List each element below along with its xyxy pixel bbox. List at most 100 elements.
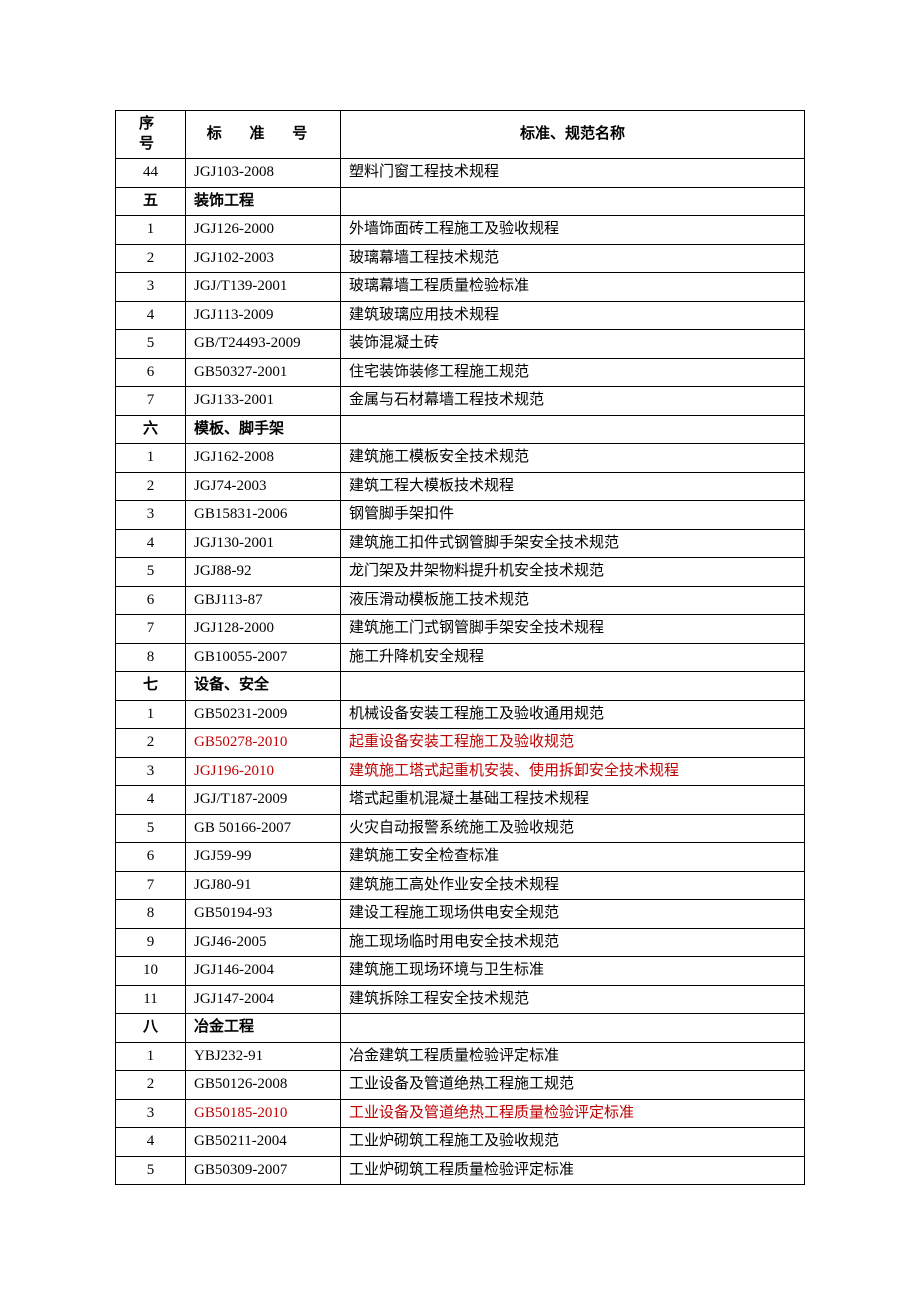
- cell-sn: 七: [116, 672, 186, 701]
- cell-sn: 9: [116, 928, 186, 957]
- table-row: 4JGJ113-2009建筑玻璃应用技术规程: [116, 301, 805, 330]
- cell-name: 建筑施工扣件式钢管脚手架安全技术规范: [341, 529, 805, 558]
- cell-code: 冶金工程: [186, 1014, 341, 1043]
- cell-sn: 6: [116, 843, 186, 872]
- cell-sn: 4: [116, 301, 186, 330]
- cell-code: JGJ126-2000: [186, 216, 341, 245]
- table-row: 5GB/T24493-2009装饰混凝土砖: [116, 330, 805, 359]
- cell-code: JGJ128-2000: [186, 615, 341, 644]
- table-row: 3JGJ196-2010建筑施工塔式起重机安装、使用拆卸安全技术规程: [116, 757, 805, 786]
- cell-name: 钢管脚手架扣件: [341, 501, 805, 530]
- cell-name: 金属与石材幕墙工程技术规范: [341, 387, 805, 416]
- cell-sn: 7: [116, 387, 186, 416]
- table-row: 7JGJ133-2001金属与石材幕墙工程技术规范: [116, 387, 805, 416]
- table-row: 5JGJ88-92龙门架及井架物料提升机安全技术规范: [116, 558, 805, 587]
- table-row: 4GB50211-2004工业炉砌筑工程施工及验收规范: [116, 1128, 805, 1157]
- cell-code: JGJ74-2003: [186, 472, 341, 501]
- cell-name: 火灾自动报警系统施工及验收规范: [341, 814, 805, 843]
- cell-sn: 4: [116, 529, 186, 558]
- cell-code: 设备、安全: [186, 672, 341, 701]
- cell-sn: 44: [116, 159, 186, 188]
- cell-code: GB50126-2008: [186, 1071, 341, 1100]
- cell-sn: 3: [116, 273, 186, 302]
- table-row: 8GB50194-93建设工程施工现场供电安全规范: [116, 900, 805, 929]
- cell-sn: 7: [116, 871, 186, 900]
- cell-sn: 1: [116, 1042, 186, 1071]
- cell-name: 工业炉砌筑工程施工及验收规范: [341, 1128, 805, 1157]
- table-row: 3JGJ/T139-2001玻璃幕墙工程质量检验标准: [116, 273, 805, 302]
- cell-name: 玻璃幕墙工程技术规范: [341, 244, 805, 273]
- section-row: 五装饰工程: [116, 187, 805, 216]
- cell-code: GB15831-2006: [186, 501, 341, 530]
- cell-name: 塔式起重机混凝土基础工程技术规程: [341, 786, 805, 815]
- cell-name: 塑料门窗工程技术规程: [341, 159, 805, 188]
- cell-code: 模板、脚手架: [186, 415, 341, 444]
- cell-name: 施工现场临时用电安全技术规范: [341, 928, 805, 957]
- cell-name: 建筑施工现场环境与卫生标准: [341, 957, 805, 986]
- cell-name: 建筑施工模板安全技术规范: [341, 444, 805, 473]
- cell-sn: 五: [116, 187, 186, 216]
- cell-name: [341, 187, 805, 216]
- table-row: 6GB50327-2001住宅装饰装修工程施工规范: [116, 358, 805, 387]
- cell-name: 冶金建筑工程质量检验评定标准: [341, 1042, 805, 1071]
- cell-name: 建筑拆除工程安全技术规范: [341, 985, 805, 1014]
- cell-sn: 六: [116, 415, 186, 444]
- cell-name: 工业炉砌筑工程质量检验评定标准: [341, 1156, 805, 1185]
- cell-sn: 5: [116, 330, 186, 359]
- table-row: 1JGJ162-2008建筑施工模板安全技术规范: [116, 444, 805, 473]
- section-row: 六模板、脚手架: [116, 415, 805, 444]
- cell-name: 建筑施工高处作业安全技术规程: [341, 871, 805, 900]
- header-code: 标 准 号: [186, 111, 341, 159]
- table-row: 44JGJ103-2008塑料门窗工程技术规程: [116, 159, 805, 188]
- cell-code: JGJ/T187-2009: [186, 786, 341, 815]
- cell-code: GB/T24493-2009: [186, 330, 341, 359]
- cell-sn: 3: [116, 757, 186, 786]
- cell-sn: 八: [116, 1014, 186, 1043]
- cell-sn: 10: [116, 957, 186, 986]
- table-body: 44JGJ103-2008塑料门窗工程技术规程五装饰工程1JGJ126-2000…: [116, 159, 805, 1185]
- cell-sn: 2: [116, 472, 186, 501]
- cell-name: 建筑工程大模板技术规程: [341, 472, 805, 501]
- cell-sn: 8: [116, 643, 186, 672]
- cell-code: JGJ113-2009: [186, 301, 341, 330]
- cell-name: 玻璃幕墙工程质量检验标准: [341, 273, 805, 302]
- cell-name: 外墙饰面砖工程施工及验收规程: [341, 216, 805, 245]
- cell-name: 建设工程施工现场供电安全规范: [341, 900, 805, 929]
- cell-name: [341, 672, 805, 701]
- cell-sn: 11: [116, 985, 186, 1014]
- header-name: 标准、规范名称: [341, 111, 805, 159]
- cell-sn: 1: [116, 216, 186, 245]
- cell-name: 龙门架及井架物料提升机安全技术规范: [341, 558, 805, 587]
- cell-code: GB50194-93: [186, 900, 341, 929]
- cell-code: JGJ59-99: [186, 843, 341, 872]
- cell-code: JGJ130-2001: [186, 529, 341, 558]
- cell-name: 工业设备及管道绝热工程施工规范: [341, 1071, 805, 1100]
- cell-sn: 6: [116, 586, 186, 615]
- table-row: 1GB50231-2009机械设备安装工程施工及验收通用规范: [116, 700, 805, 729]
- cell-name: 施工升降机安全规程: [341, 643, 805, 672]
- cell-name: 建筑施工门式钢管脚手架安全技术规程: [341, 615, 805, 644]
- cell-code: JGJ133-2001: [186, 387, 341, 416]
- cell-code: 装饰工程: [186, 187, 341, 216]
- cell-code: GB10055-2007: [186, 643, 341, 672]
- cell-sn: 3: [116, 501, 186, 530]
- cell-sn: 2: [116, 244, 186, 273]
- cell-code: JGJ46-2005: [186, 928, 341, 957]
- table-row: 4JGJ/T187-2009塔式起重机混凝土基础工程技术规程: [116, 786, 805, 815]
- table-row: 6JGJ59-99建筑施工安全检查标准: [116, 843, 805, 872]
- cell-code: JGJ146-2004: [186, 957, 341, 986]
- cell-sn: 2: [116, 729, 186, 758]
- table-row: 5GB50309-2007工业炉砌筑工程质量检验评定标准: [116, 1156, 805, 1185]
- cell-name: 液压滑动模板施工技术规范: [341, 586, 805, 615]
- cell-code: JGJ196-2010: [186, 757, 341, 786]
- cell-name: 工业设备及管道绝热工程质量检验评定标准: [341, 1099, 805, 1128]
- standards-table: 序 号 标 准 号 标准、规范名称 44JGJ103-2008塑料门窗工程技术规…: [115, 110, 805, 1185]
- table-row: 7JGJ80-91建筑施工高处作业安全技术规程: [116, 871, 805, 900]
- cell-code: JGJ103-2008: [186, 159, 341, 188]
- table-row: 10JGJ146-2004建筑施工现场环境与卫生标准: [116, 957, 805, 986]
- table-row: 3GB15831-2006钢管脚手架扣件: [116, 501, 805, 530]
- cell-code: GB 50166-2007: [186, 814, 341, 843]
- cell-code: GB50309-2007: [186, 1156, 341, 1185]
- cell-name: 建筑施工塔式起重机安装、使用拆卸安全技术规程: [341, 757, 805, 786]
- cell-code: JGJ102-2003: [186, 244, 341, 273]
